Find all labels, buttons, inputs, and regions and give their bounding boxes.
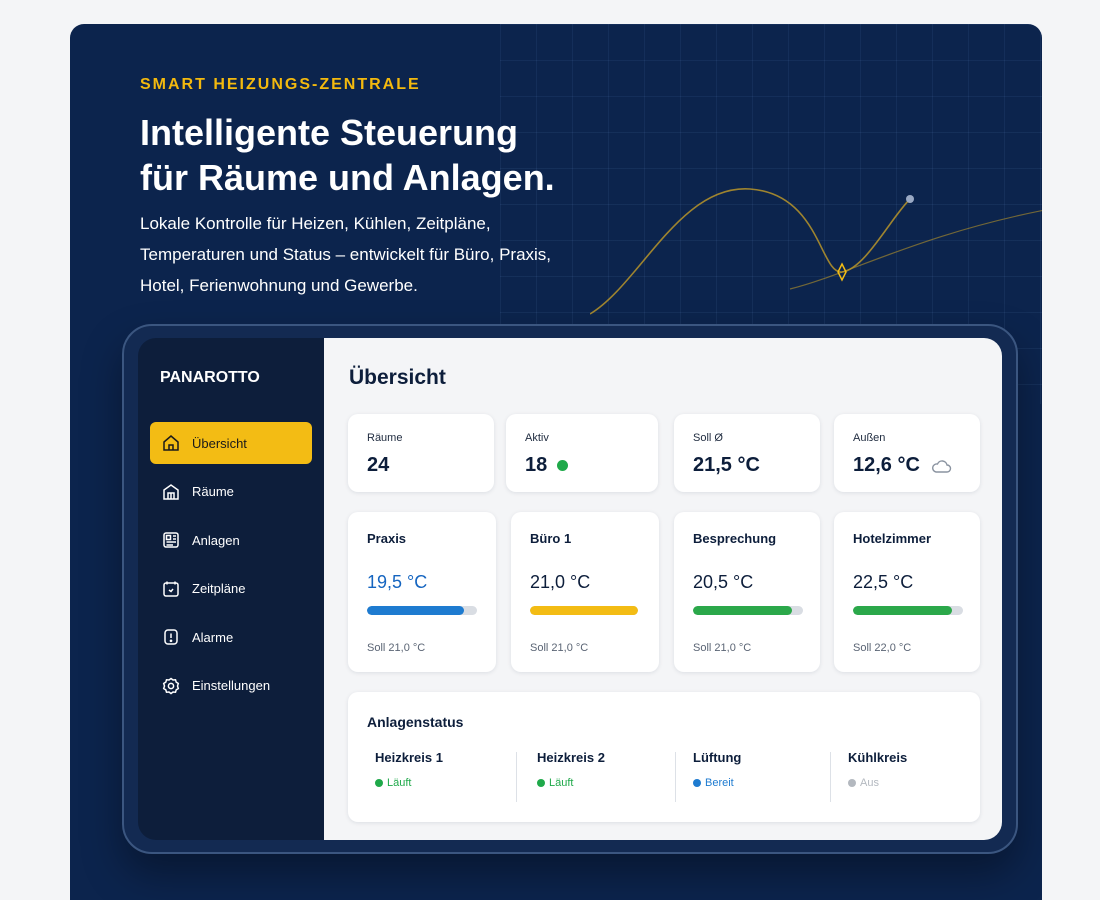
room-progress-fill: [530, 606, 638, 615]
room-name: Hotelzimmer: [853, 531, 932, 546]
status-state: Läuft: [549, 777, 574, 789]
hero-subline: Lokale Kontrolle für Heizen, Kühlen, Zei…: [140, 214, 552, 295]
status-item-name: Kühlkreis: [848, 750, 908, 765]
room-name: Praxis: [367, 531, 407, 546]
room-card-besprechung[interactable]: Besprechung 20,5 °C Soll 21,0 °C: [674, 512, 820, 672]
room-progress-fill: [853, 606, 952, 615]
room-progress-track: [693, 606, 803, 615]
status-dot: [375, 779, 383, 787]
room-setpoint: Soll 21,0 °C: [693, 642, 752, 654]
status-state: Läuft: [387, 777, 412, 789]
room-setpoint: Soll 21,0 °C: [530, 642, 589, 654]
system-status-panel: Anlagenstatus Heizkreis 1 Läuft Heizkrei…: [348, 692, 980, 822]
room-card-buero-1[interactable]: Büro 1 21,0 °C Soll 21,0 °C: [511, 512, 659, 672]
stat-card-raeume: Räume 24: [348, 414, 494, 492]
room-progress-track: [853, 606, 963, 615]
status-dot: [537, 779, 545, 787]
room-temperature: 20,5 °C: [693, 572, 754, 592]
sidebar-item-anlagen[interactable]: Anlagen: [150, 519, 312, 561]
hero-section: SMART HEIZUNGS-ZENTRALE Intelligente Ste…: [70, 24, 1042, 900]
room-progress-track: [530, 606, 638, 615]
room-card-praxis[interactable]: Praxis 19,5 °C Soll 21,0 °C: [348, 512, 496, 672]
stat-value: 12,6 °C: [853, 454, 952, 477]
sidebar-item-label: Alarme: [192, 629, 234, 645]
status-divider: [516, 752, 517, 802]
status-indicator: Läuft: [537, 777, 687, 789]
status-state: Bereit: [705, 777, 734, 789]
stat-label: Aktiv: [525, 432, 549, 444]
stat-value: 21,5 °C: [693, 454, 760, 477]
room-temperature: 22,5 °C: [853, 572, 914, 592]
room-temperature: 21,0 °C: [530, 572, 591, 592]
stat-card-aussen: Außen 12,6 °C: [834, 414, 980, 492]
stat-value-text: 21,5 °C: [693, 454, 760, 476]
app-screen: PANAROTTO Übersicht Räume: [138, 338, 1002, 840]
status-divider: [830, 752, 831, 802]
room-name: Besprechung: [693, 531, 777, 546]
home-icon: [160, 432, 182, 454]
room-progress-fill: [693, 606, 792, 615]
status-indicator: Bereit: [693, 777, 843, 789]
stat-value-text: 12,6 °C: [853, 454, 920, 476]
sidebar-item-label: Räume: [192, 484, 234, 499]
sidebar-item-label: Anlagen: [192, 532, 240, 548]
hero-curve-decoration: [590, 188, 1042, 315]
stat-card-aktiv: Aktiv 18: [506, 414, 658, 492]
status-title: Anlagenstatus: [367, 714, 464, 730]
sidebar-item-uebersicht[interactable]: Übersicht: [150, 422, 312, 464]
status-item-name: Heizkreis 1: [375, 750, 443, 765]
status-item-lueftung[interactable]: Lüftung Bereit: [693, 750, 843, 789]
status-item-heizkreis-1[interactable]: Heizkreis 1 Läuft: [375, 750, 525, 789]
main-content: Übersicht Räume 24 Aktiv 18 Soll Ø 21,5 …: [324, 338, 1002, 840]
rooms-icon: [160, 481, 182, 503]
sidebar-item-label: Übersicht: [192, 435, 247, 451]
stat-value-text: 18: [525, 454, 548, 476]
gear-icon: [160, 675, 182, 697]
room-setpoint: Soll 22,0 °C: [853, 642, 912, 654]
headline-line-1: Intelligente Steuerung: [140, 112, 519, 153]
calendar-icon: [160, 578, 182, 600]
stat-value-text: 24: [367, 454, 390, 476]
tablet-device: PANAROTTO Übersicht Räume: [122, 324, 1018, 854]
sidebar-item-raeume[interactable]: Räume: [150, 471, 312, 513]
sidebar-item-label: Zeitpläne: [192, 581, 246, 596]
room-name: Büro 1: [530, 531, 572, 546]
sidebar-item-zeitplaene[interactable]: Zeitpläne: [150, 568, 312, 610]
page-title: Übersicht: [349, 366, 446, 389]
plant-icon: [160, 529, 182, 551]
sidebar: PANAROTTO Übersicht Räume: [138, 338, 324, 840]
status-item-kuehlkreis[interactable]: Kühlkreis Aus: [848, 750, 998, 789]
sidebar-item-alarme[interactable]: Alarme: [150, 616, 312, 658]
room-temperature: 19,5 °C: [367, 572, 428, 592]
room-progress-track: [367, 606, 477, 615]
hero-eyebrow: SMART HEIZUNGS-ZENTRALE: [140, 76, 421, 93]
cloud-icon: [930, 458, 952, 474]
stat-card-soll: Soll Ø 21,5 °C: [674, 414, 820, 492]
status-indicator: Läuft: [375, 777, 525, 789]
alert-icon: [160, 626, 182, 648]
sidebar-item-label: Einstellungen: [192, 678, 271, 693]
status-item-name: Heizkreis 2: [537, 750, 605, 765]
stat-label: Außen: [853, 432, 886, 444]
stat-value: 18: [525, 454, 569, 477]
headline-line-2: für Räume und Anlagen.: [140, 157, 555, 198]
brand-logo: PANAROTTO: [160, 369, 260, 386]
status-state: Aus: [860, 777, 879, 789]
status-indicator: Aus: [848, 777, 998, 789]
sidebar-nav: Übersicht Räume Anlagen: [150, 422, 312, 713]
room-card-hotelzimmer[interactable]: Hotelzimmer 22,5 °C Soll 22,0 °C: [834, 512, 980, 672]
status-item-name: Lüftung: [693, 750, 742, 765]
stat-label: Soll Ø: [693, 432, 723, 444]
active-status-dot: [557, 460, 569, 471]
stat-value: 24: [367, 454, 389, 477]
status-dot: [693, 779, 701, 787]
room-setpoint: Soll 21,0 °C: [367, 642, 426, 654]
status-dot: [848, 779, 856, 787]
room-progress-fill: [367, 606, 464, 615]
sidebar-item-einstellungen[interactable]: Einstellungen: [150, 665, 312, 707]
hero-headline: Intelligente Steuerung für Räume und Anl…: [140, 110, 555, 200]
status-item-heizkreis-2[interactable]: Heizkreis 2 Läuft: [537, 750, 687, 789]
stat-label: Räume: [367, 432, 403, 444]
status-divider: [675, 752, 676, 802]
